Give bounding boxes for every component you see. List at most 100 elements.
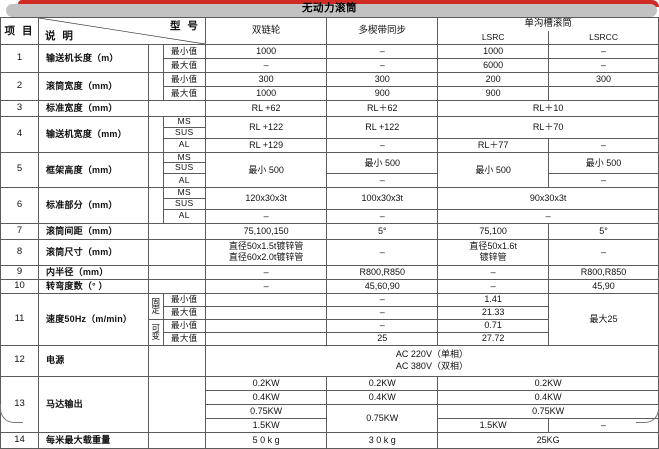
cell-lsrc: 0.71: [437, 318, 550, 333]
cell-lsrc: 直径50x1.6t 镀锌管: [437, 238, 550, 266]
cell-poly-v-belt: RL＋62: [326, 100, 439, 117]
table-row: 10 转弯度数（° ） –45,60,90–45,90: [0, 278, 659, 294]
cell-double-sprocket: 75,100,150: [204, 222, 328, 240]
row-sub-label: SUS: [162, 162, 206, 175]
cell-lsrc: –: [437, 264, 550, 280]
cell-double-sprocket: [204, 331, 328, 346]
row-sub-label: 最小值: [162, 318, 206, 333]
table-row: 最大值 1000 900 900: [1, 86, 659, 101]
cell-poly-v-belt: –: [326, 305, 439, 320]
row-sub-label: MS: [162, 151, 206, 164]
cell-lsrc: 900: [437, 86, 550, 101]
row-index: 10: [0, 278, 40, 294]
page-title: 无动力滚筒: [302, 2, 357, 14]
cell-poly-v-belt: –: [326, 173, 439, 189]
row-index: 2: [0, 72, 40, 101]
row-label: 滚筒间距（mm）: [38, 222, 149, 240]
cell-poly-v-belt: –: [326, 44, 439, 59]
cell-single-groove-merged: 0.2KW: [437, 375, 659, 391]
row-index: 14: [0, 431, 40, 449]
header-description-model-diagonal: 型 号说 明: [38, 17, 206, 45]
row-sub-label: AL: [162, 137, 206, 153]
cell-single-groove-merged: 0.75KW: [437, 403, 659, 419]
cell-poly-v-belt: –: [326, 238, 439, 266]
table-row: 1 输送机长度（m） 最小值 1000–1000–: [0, 44, 659, 73]
cell-single-groove-merged: –: [437, 208, 659, 224]
row-index: 1: [0, 44, 40, 73]
row-sub-spacer: [147, 44, 164, 73]
diagonal-divider-icon: [40, 18, 204, 44]
row-sub-label: MS: [162, 187, 206, 199]
row-sub-label: [147, 344, 206, 377]
cell-lsrc: 1.5KW: [437, 417, 550, 433]
cell-poly-v-belt: –: [326, 292, 439, 307]
row-index: 9: [0, 264, 40, 280]
cell-double-sprocket: –: [204, 58, 328, 73]
row-label: 每米最大载重量: [38, 431, 149, 449]
cell-lsrcc: –: [548, 44, 659, 59]
cell-lsrcc: –: [548, 58, 659, 73]
header-col-double-sprocket: 双链轮: [204, 17, 328, 45]
cell-poly-v-belt: –: [326, 137, 439, 153]
cell-poly-v-belt: RL +122: [326, 116, 439, 139]
table-row: 12 电源 AC 220V（单相） AC 380V（双相）: [0, 344, 659, 377]
cell-lsrc: 1000: [437, 44, 550, 59]
cell-lsrcc: –: [548, 173, 659, 189]
banner-red-accent: [18, 0, 659, 7]
header-col-poly-v-belt: 多楔带同步: [326, 17, 439, 45]
row-label: 输送机长度（m）: [38, 44, 149, 73]
row-label: 电源: [38, 344, 149, 377]
row-sub-label: 最大值: [162, 331, 206, 346]
cell-double-sprocket: 300: [204, 72, 328, 87]
row-index: 6: [0, 187, 40, 224]
table-row: 13 马达输出 0.2KW 0.2KW 0.2KW: [0, 375, 659, 433]
specification-table: 项 目型 号说 明双链轮 多楔带同步 单沟槽滚筒 LSRC LSRCC 1 输送机长度（m）…: [0, 17, 659, 449]
cell-lsrcc: 300: [548, 72, 659, 87]
cell-single-groove-merged: RL＋10: [437, 100, 659, 117]
row-sub-label: [147, 278, 206, 294]
cell-double-sprocket: [204, 318, 328, 333]
table-row: 8 滚筒尺寸（mm） 直径50x1.5t镀锌管 直径60x2.0t镀锌管 – 直径50x1…: [0, 238, 659, 266]
row-group-label: 可变: [147, 318, 164, 346]
row-sub-label: [147, 375, 206, 433]
cell-lsrcc: R800,R850: [548, 264, 659, 280]
cell-single-groove-merged: 0.4KW: [437, 389, 659, 405]
cell-poly-v-belt: 0.2KW: [326, 375, 439, 391]
table-row: 最大值 25 27.72: [1, 331, 659, 346]
header-description-label: 说 明: [45, 29, 75, 42]
row-sub-label: 最大值: [162, 86, 206, 101]
cell-lsrc: 200: [437, 72, 550, 87]
row-index: 7: [0, 222, 40, 240]
table-header-row-1: 项 目型 号说 明双链轮 多楔带同步 单沟槽滚筒: [0, 17, 659, 45]
header-group-single-groove: 单沟槽滚筒: [437, 17, 659, 31]
cell-single-groove-merged: 90x30x3t: [437, 187, 659, 210]
table-row: 6 标准部分（mm） MS 120x30x3t 100x30x3t 90x30x3t: [0, 187, 659, 224]
row-sub-label: [147, 264, 206, 280]
row-label: 马达输出: [38, 375, 149, 433]
cell-double-sprocket: 1.5KW: [204, 417, 328, 433]
cell-poly-v-belt: 最小 500: [326, 151, 439, 175]
row-sub-spacer: [147, 187, 164, 224]
cell-all-models: AC 220V（单相） AC 380V（双相）: [204, 344, 659, 377]
cell-double-sprocket: 1000: [204, 44, 328, 59]
table-row: 7 滚筒间距（mm） 75,100,150 5° 75,100 5°: [0, 222, 659, 240]
cell-poly-v-belt: 100x30x3t: [326, 187, 439, 210]
cell-lsrcc: 45,90: [548, 278, 659, 294]
cell-double-sprocket: RL +122: [204, 116, 328, 139]
table-row: 最大值 – –6000–: [1, 58, 659, 73]
row-sub-label: [147, 238, 206, 266]
cell-poly-v-belt: –: [326, 318, 439, 333]
cell-double-sprocket: 5 0 k g: [204, 431, 328, 449]
cell-double-sprocket: 0.75KW: [204, 403, 328, 419]
row-sub-label: AL: [162, 173, 206, 189]
row-sub-label: SUS: [162, 126, 206, 139]
banner-gray-body: [6, 4, 657, 17]
cell-double-sprocket: [204, 305, 328, 320]
row-label: 滚筒宽度（mm）: [38, 72, 149, 101]
row-index: 5: [0, 151, 40, 189]
table-row: 11 速度50Hz（m/min） 固定 最小值 –1.41 最大25: [0, 292, 659, 346]
row-label: 框架高度（mm）: [38, 151, 149, 189]
cell-poly-v-belt: 900: [326, 86, 439, 101]
